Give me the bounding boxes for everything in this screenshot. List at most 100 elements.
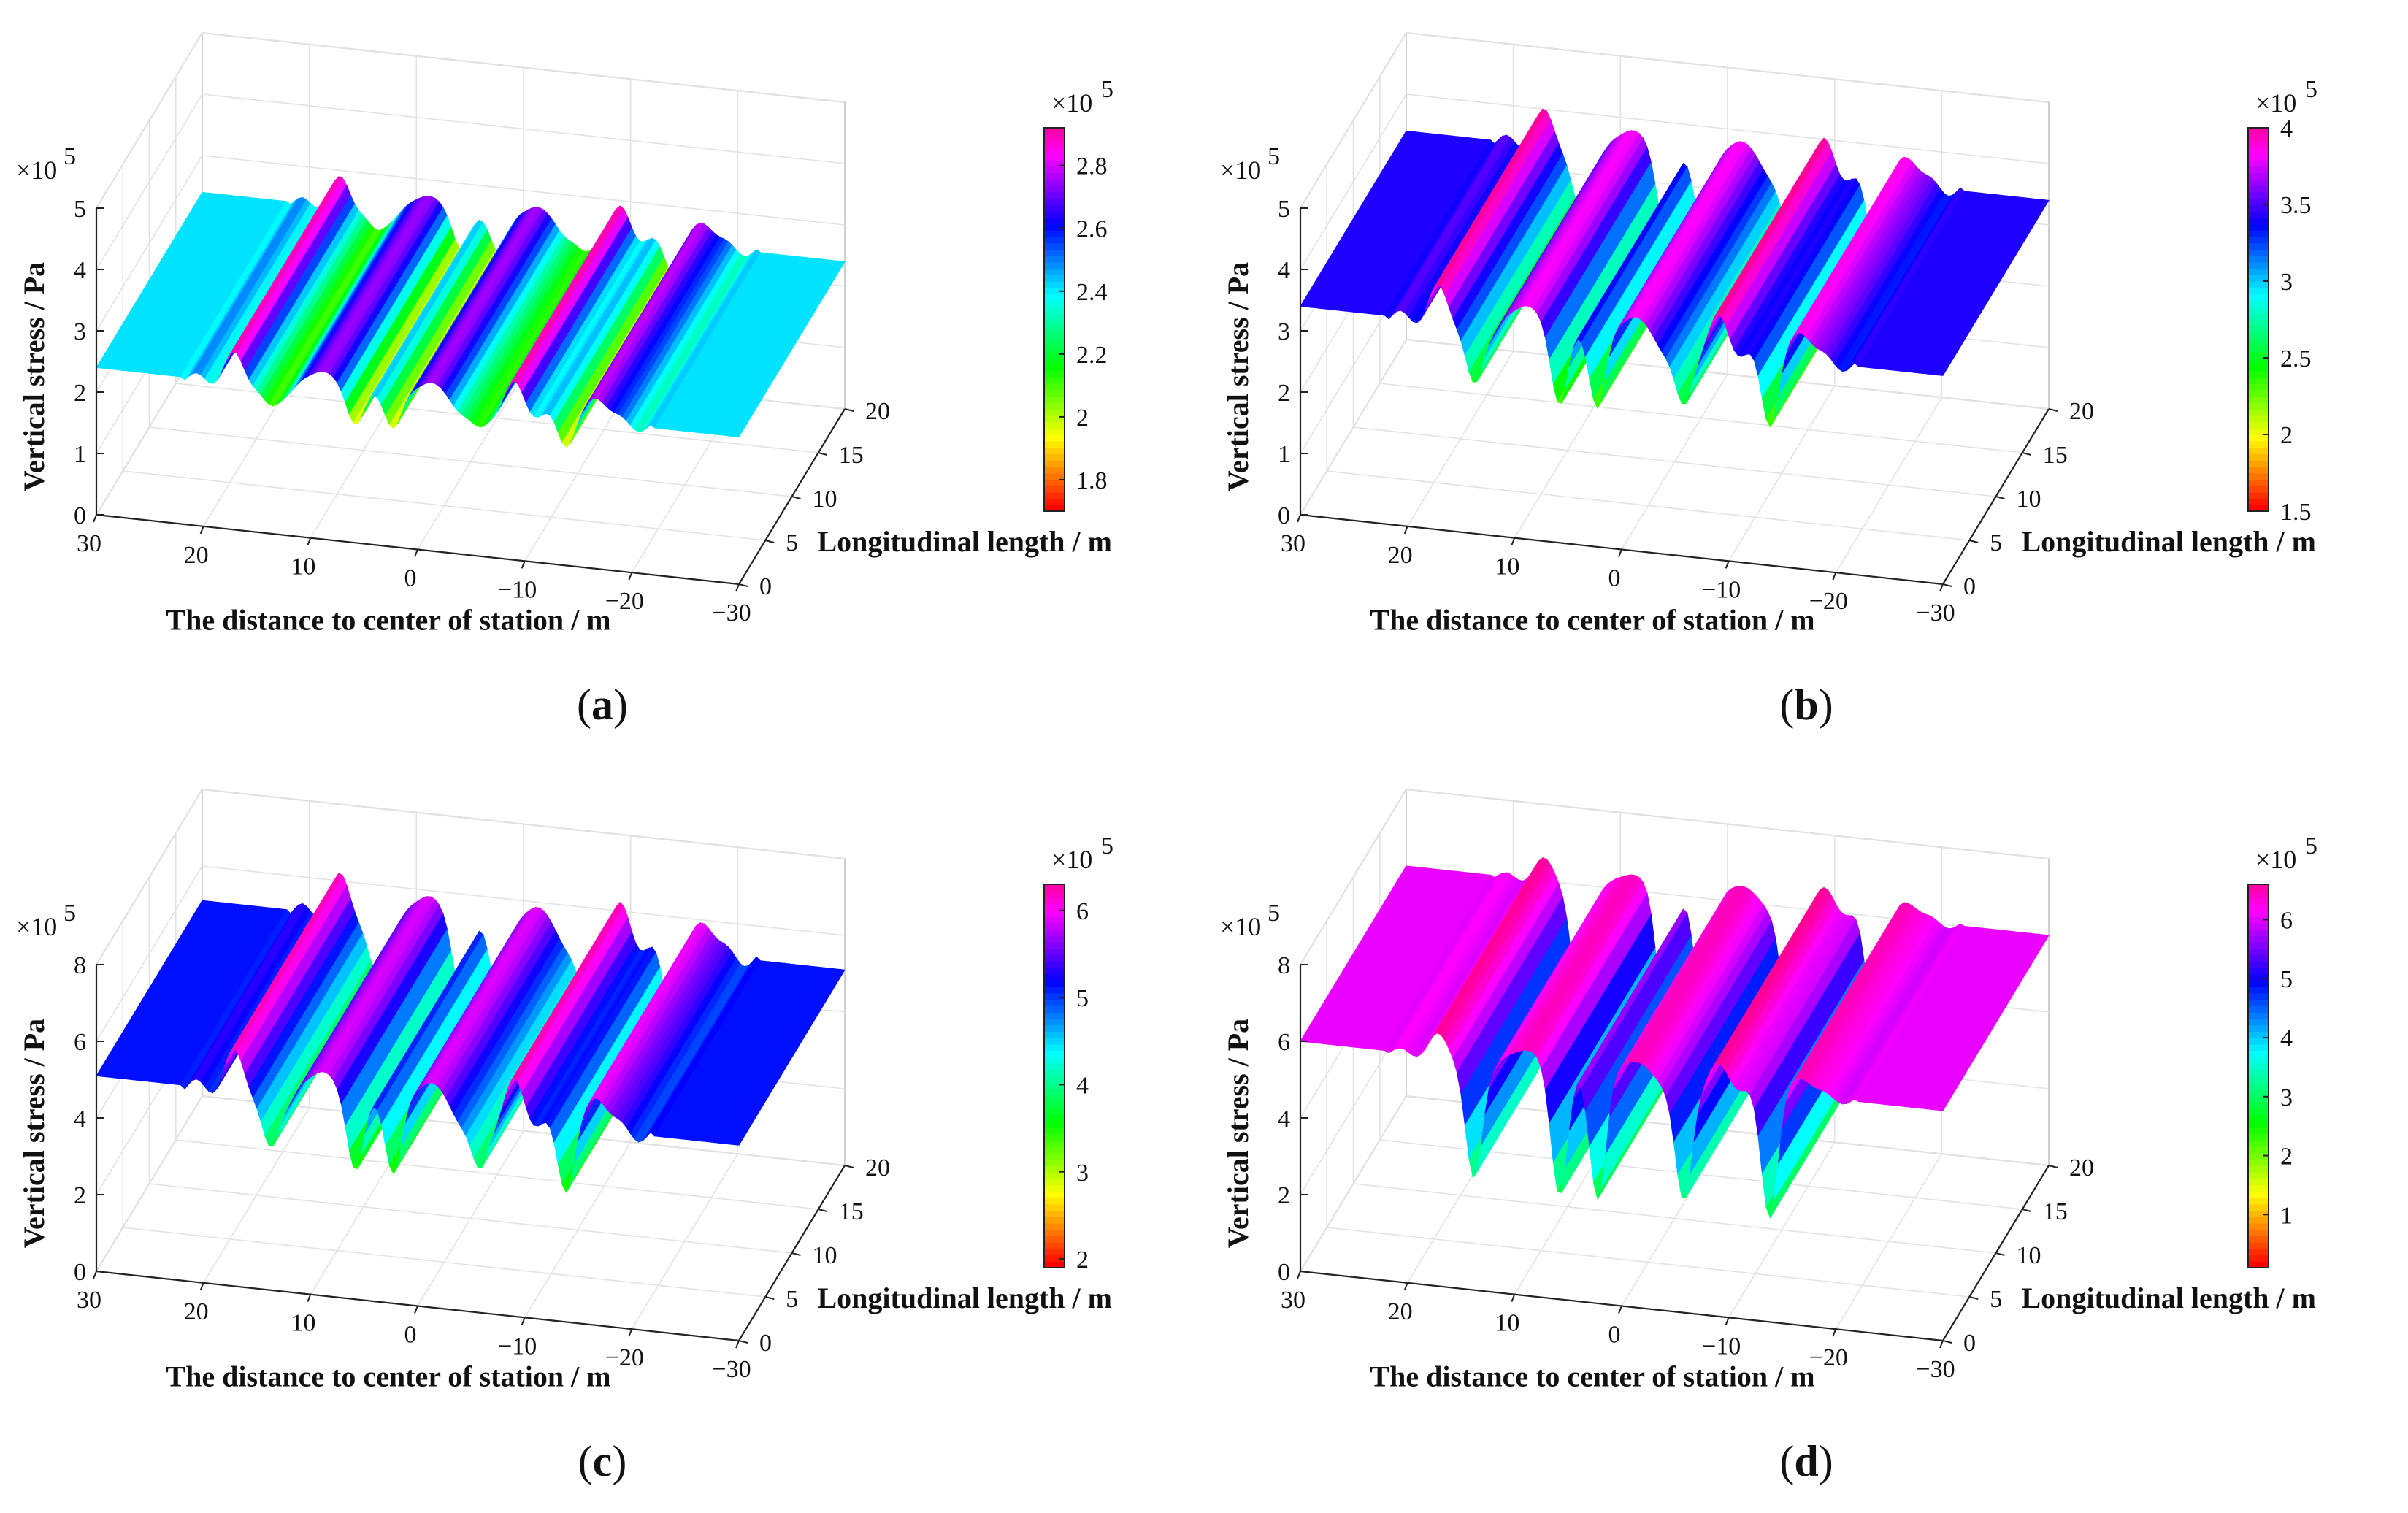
y-tick-mark: [818, 1209, 827, 1212]
colorbar-segment: [1044, 1236, 1065, 1243]
colorbar-segment: [2248, 1089, 2269, 1096]
colorbar-segment: [1044, 300, 1065, 307]
z-tick-label: 3: [74, 318, 86, 345]
z-tick-label: 0: [74, 1259, 86, 1286]
colorbar-tick-label: 4: [1076, 1072, 1089, 1099]
colorbar-segment: [1044, 884, 1065, 892]
colorbar-segment: [1044, 223, 1065, 231]
colorbar-segment: [2248, 903, 2269, 911]
x-tick-mark: [1511, 537, 1516, 546]
colorbar-segment: [2248, 210, 2269, 218]
colorbar-segment: [1044, 1038, 1065, 1045]
colorbar-segment: [2248, 140, 2269, 148]
x-tick-mark: [1725, 560, 1730, 569]
colorbar-segment: [2248, 287, 2269, 295]
colorbar-segment: [1044, 1152, 1065, 1160]
colorbar-segment: [2248, 1006, 2269, 1013]
colorbar-segment: [2248, 453, 2269, 461]
colorbar-segment: [1044, 236, 1065, 244]
y-tick-mark: [2048, 408, 2058, 412]
colorbar-segment: [2248, 1069, 2269, 1077]
colorbar-segment: [1044, 1057, 1065, 1064]
x-tick-mark: [1832, 572, 1837, 581]
colorbar-segment: [1044, 1012, 1065, 1019]
colorbar-segment: [1044, 1140, 1065, 1147]
caption-letter: b: [1794, 681, 1818, 729]
colorbar-segment: [2248, 1024, 2269, 1033]
colorbar-tick-label: 2: [2280, 1144, 2293, 1171]
y-tick-label: 0: [759, 573, 772, 600]
colorbar-tick-label: 4: [2280, 1025, 2293, 1052]
x-tick-mark: [199, 526, 204, 535]
caption-letter: a: [591, 681, 613, 729]
colorbar-segment: [1044, 491, 1065, 499]
colorbar-segment: [1044, 479, 1065, 486]
colorbar-segment: [2248, 1236, 2269, 1243]
x-axis-label: The distance to center of station / m: [166, 1360, 610, 1393]
colorbar-segment: [2248, 897, 2269, 905]
y-tick-mark: [1942, 1340, 1952, 1344]
colorbar-segment: [2248, 1217, 2269, 1224]
colorbar-segment: [2248, 498, 2269, 506]
z-axis-label: Vertical stress / Pa: [18, 1019, 50, 1248]
y-tick-label: 10: [813, 1242, 837, 1269]
colorbar-tick-label: 6: [1076, 898, 1089, 925]
colorbar-segment: [2248, 973, 2269, 981]
x-tick-label: −10: [1702, 1333, 1741, 1360]
colorbar-segment: [1044, 948, 1065, 956]
y-tick-mark: [1942, 583, 1952, 587]
colorbar-segment: [2248, 1184, 2269, 1192]
colorbar-segment: [2248, 1229, 2269, 1237]
colorbar-multiplier: ×10: [2255, 845, 2296, 874]
colorbar-segment: [2248, 364, 2269, 372]
z-tick-label: 2: [74, 1182, 86, 1209]
colorbar-segment: [1044, 1217, 1065, 1224]
colorbar-tick-label: 6: [2280, 907, 2293, 934]
colorbar-segment: [1044, 1184, 1065, 1192]
colorbar-segment: [1044, 140, 1065, 148]
z-tick-label: 2: [74, 380, 86, 407]
y-tick-mark: [765, 1296, 775, 1300]
colorbar-segment: [2248, 1108, 2269, 1115]
y-tick-mark: [2048, 1165, 2058, 1168]
surface: [1300, 108, 2050, 428]
colorbar-segment: [2248, 1242, 2269, 1249]
colorbar-segment: [2248, 1018, 2269, 1026]
colorbar-segment: [1044, 434, 1065, 442]
colorbar-segment: [1044, 402, 1065, 410]
colorbar-segment: [1044, 973, 1065, 981]
colorbar-segment: [1044, 1082, 1065, 1089]
colorbar-segment: [2248, 1031, 2269, 1038]
z-tick-label: 4: [1278, 1106, 1290, 1133]
colorbar-segment: [2248, 999, 2269, 1007]
colorbar-segment: [1044, 1222, 1065, 1230]
colorbar-segment: [1044, 166, 1065, 174]
colorbar-segment: [2248, 370, 2269, 378]
colorbar-tick-label: 2.5: [2280, 345, 2312, 372]
colorbar-segment: [2248, 261, 2269, 269]
colorbar-segment: [1044, 396, 1065, 404]
z-tick-label: 5: [74, 196, 86, 223]
axes-lines: [93, 207, 854, 592]
grid-line-floor-y: [1353, 1183, 1996, 1254]
colorbar-segment: [2248, 466, 2269, 474]
x-tick-mark: [1832, 1328, 1837, 1337]
z-multiplier: ×10: [1220, 156, 1261, 185]
chart-panel-c: 30 20 10 0 −10 −20 −30 0 5 10 15 20 0 2 4 6 8 The distanc…: [0, 756, 1204, 1513]
grid-line-floor-y: [123, 470, 766, 541]
colorbar-segment: [1044, 447, 1065, 455]
colorbar-tick-label: 3: [1076, 1160, 1089, 1187]
colorbar-segment: [1044, 987, 1065, 994]
colorbar-tick-label: 2: [1076, 405, 1089, 432]
colorbar-segment: [1044, 383, 1065, 391]
x-tick-label: 20: [1388, 1298, 1413, 1325]
z-tick-label: 6: [74, 1029, 86, 1056]
axes-lines: [1297, 964, 2058, 1349]
colorbar-multiplier-exponent: 5: [1101, 76, 1113, 103]
x-tick-label: −20: [1809, 588, 1848, 615]
colorbar-segment: [1044, 922, 1065, 930]
grid-line-floor-y: [1379, 383, 2022, 453]
x-tick-mark: [1725, 1317, 1730, 1325]
colorbar-segment: [1044, 338, 1065, 346]
colorbar-segment: [2248, 1197, 2269, 1205]
